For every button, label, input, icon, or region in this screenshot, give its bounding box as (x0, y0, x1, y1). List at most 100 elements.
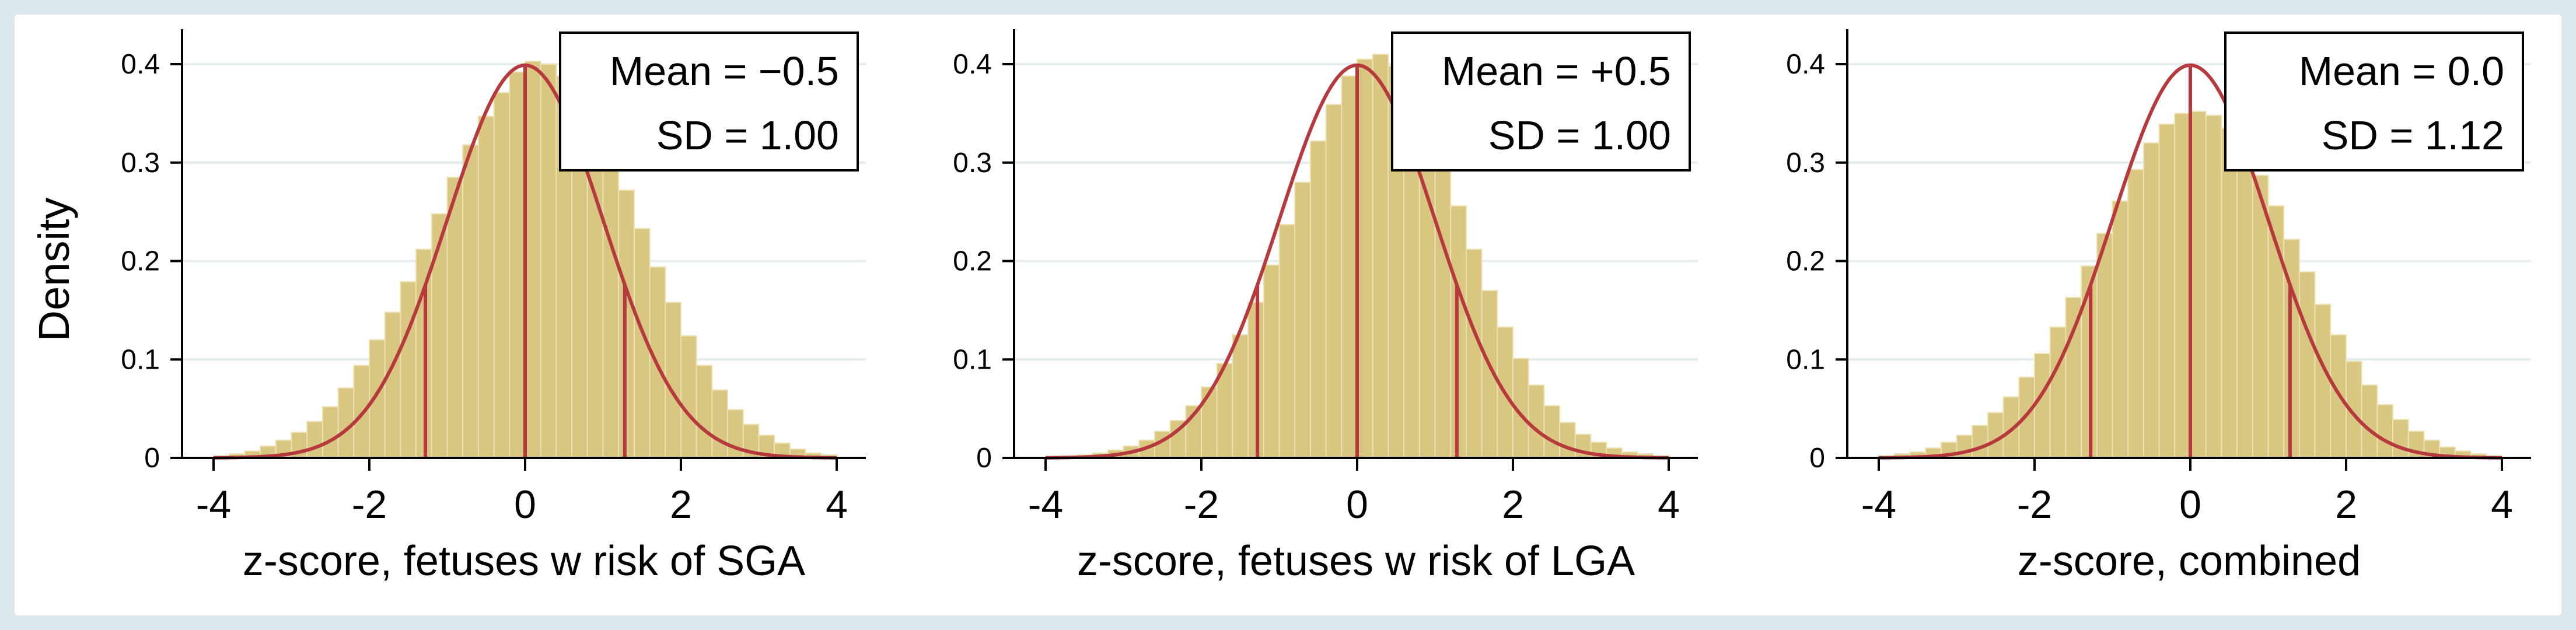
chart-panel-3: 0 0.1 0.2 0.3 0.4 -4 -2 0 2 4 z-score, combined Mea… (1786, 29, 2531, 584)
stats-sd-label: SD = 1.12 (2322, 113, 2504, 158)
histogram-bar (2252, 174, 2269, 459)
histogram-bar (695, 365, 713, 459)
x-tick-label: 2 (1502, 482, 1524, 527)
y-tick-label: 0 (1809, 443, 1825, 474)
histogram-bar (2314, 303, 2332, 459)
x-tick-label: 4 (826, 482, 848, 527)
stats-legend-box (2224, 32, 2524, 172)
stats-mean-label: Mean = +0.5 (1442, 48, 1671, 94)
histogram-bar (602, 152, 620, 459)
histogram-bar (477, 116, 495, 459)
histogram-bar (1543, 405, 1561, 459)
histogram-bar (2346, 360, 2362, 459)
y-tick-label: 0.2 (1786, 246, 1825, 277)
y-tick-label: 0.4 (1786, 49, 1825, 80)
histogram-bar (1232, 334, 1249, 459)
histogram-bar (2018, 376, 2036, 459)
histogram-bar (1372, 54, 1389, 459)
histogram-bar (680, 335, 697, 459)
y-tick-label: 0.4 (953, 49, 992, 80)
histogram-bar (1987, 412, 2004, 459)
x-tick-label: 2 (670, 482, 692, 527)
y-tick-label: 0.3 (953, 148, 992, 178)
histogram-bar (1972, 425, 1988, 459)
histogram-bar (1528, 384, 1545, 459)
panels-container: 0 0.1 0.2 0.3 0.4 -4 -2 0 2 4 z-score, fetuses w r… (121, 29, 2531, 584)
stats-legend-box (1391, 32, 1691, 172)
histogram-bar (1465, 249, 1483, 459)
histogram-bar (431, 213, 448, 459)
x-tick-label: 2 (2335, 482, 2357, 527)
x-tick-label: -2 (2017, 482, 2052, 527)
histogram-bar (321, 406, 339, 459)
y-tick-label: 0 (976, 443, 992, 474)
y-tick-label: 0.2 (953, 246, 992, 277)
x-tick-label: 0 (514, 482, 536, 527)
histogram-bar (525, 60, 541, 459)
stats-sd-label: SD = 1.00 (656, 113, 839, 158)
histogram-bar (1434, 162, 1452, 459)
histogram-bar (1201, 386, 1218, 459)
y-tick-label: 0 (144, 443, 160, 474)
x-tick-label: -2 (352, 482, 387, 527)
histogram-bar (353, 365, 370, 459)
normal-density-curve (1045, 63, 1669, 460)
histogram-bar (400, 281, 417, 459)
histogram-bar (2034, 353, 2051, 459)
histogram-bar (2221, 127, 2238, 459)
histogram-bar (1418, 121, 1436, 459)
histogram-bar (2190, 111, 2207, 459)
histogram-bar (2236, 148, 2253, 459)
histogram-bar (337, 387, 355, 459)
stats-mean-label: Mean = −0.5 (610, 48, 839, 94)
stats-mean-label: Mean = 0.0 (2299, 48, 2504, 94)
histogram-bar (493, 92, 511, 459)
histogram-bar (711, 389, 729, 459)
y-axis-title: Density (30, 198, 78, 342)
histogram-bar (540, 64, 557, 459)
y-tick-label: 0.3 (121, 148, 160, 178)
histogram-bar (2361, 384, 2378, 459)
histogram-bar (1325, 104, 1343, 459)
histogram-bar (384, 312, 401, 459)
chart-panel-1: 0 0.1 0.2 0.3 0.4 -4 -2 0 2 4 z-score, fetuses w r… (121, 29, 866, 584)
histogram-bar (2174, 113, 2191, 459)
histogram-bar (1341, 75, 1358, 459)
y-tick-label: 0.4 (121, 49, 160, 80)
histogram-bar (2142, 142, 2160, 459)
histogram-bar (2376, 404, 2394, 459)
x-tick-label: -4 (196, 482, 231, 527)
y-tick-label: 0.1 (953, 344, 992, 375)
normal-density-curve (213, 63, 837, 460)
x-tick-label: -4 (1861, 482, 1896, 527)
y-tick-label: 0.2 (121, 246, 160, 277)
histogram-bar (2096, 233, 2113, 459)
histogram-bar (509, 71, 526, 459)
normal-density-curve (1878, 63, 2502, 460)
histogram-bar (306, 421, 323, 459)
histogram-bar (2065, 296, 2082, 459)
stats-sd-label: SD = 1.00 (1488, 113, 1671, 158)
x-axis-title: z-score, fetuses w risk of SGA (243, 538, 805, 584)
x-axis-title: z-score, combined (2018, 538, 2361, 584)
x-axis-title: z-score, fetuses w risk of LGA (1077, 538, 1635, 584)
x-tick-label: 4 (2491, 482, 2513, 527)
histogram-bar (2158, 123, 2176, 459)
x-tick-label: 0 (2179, 482, 2201, 527)
histogram-bar (1357, 58, 1373, 459)
histogram-bar (665, 302, 682, 459)
histogram-bar (1263, 264, 1280, 459)
histogram-bar (1559, 422, 1576, 459)
y-tick-label: 0.1 (1786, 344, 1825, 375)
histogram-bar (2205, 114, 2222, 459)
histogram-bar (2127, 169, 2144, 459)
y-tick-label: 0.1 (121, 344, 160, 375)
x-tick-label: 0 (1346, 482, 1368, 527)
x-tick-label: -2 (1184, 482, 1219, 527)
histogram-bar (2298, 271, 2316, 459)
x-tick-label: 4 (1658, 482, 1680, 527)
histogram-bar (1309, 140, 1327, 459)
histogram-bar (1294, 181, 1311, 459)
histogram-bar (446, 177, 464, 459)
